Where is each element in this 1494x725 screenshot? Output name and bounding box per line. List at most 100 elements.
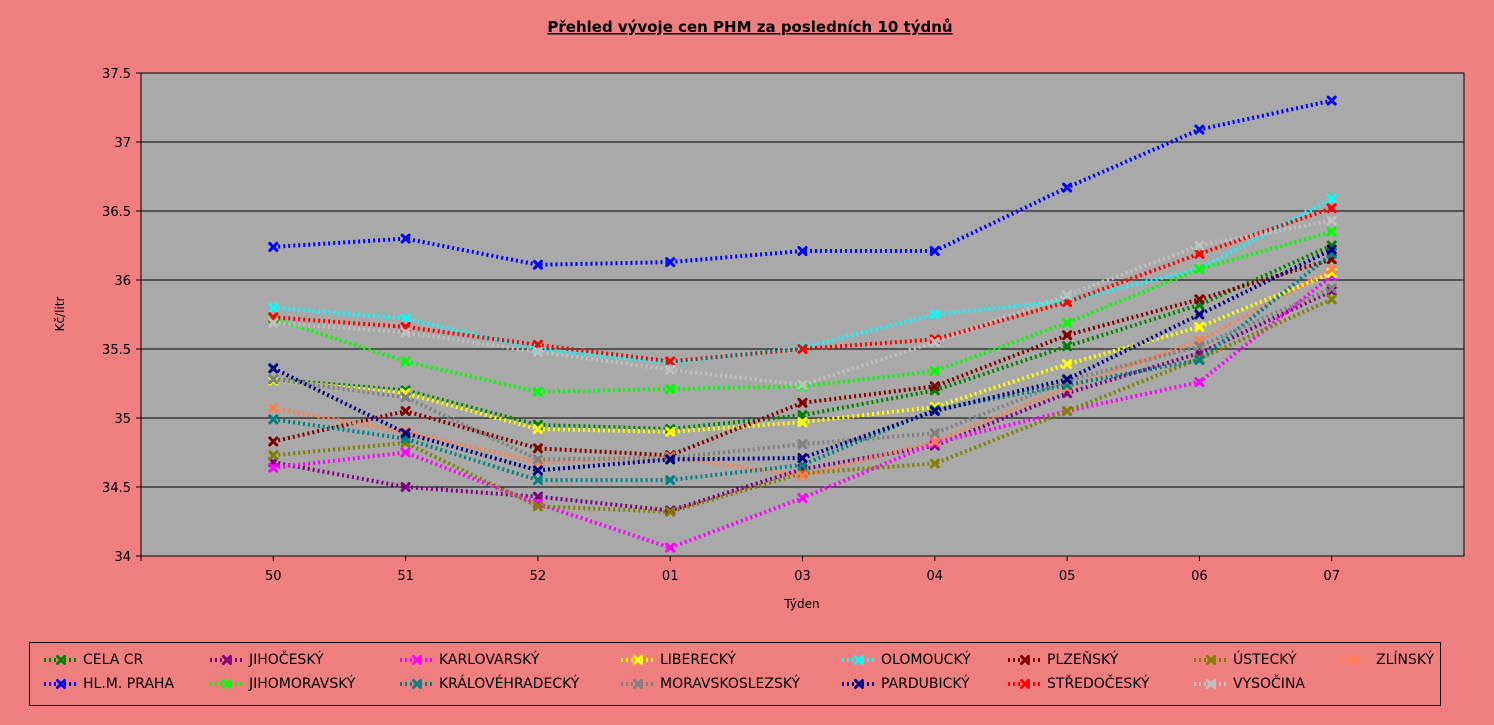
data-point bbox=[532, 465, 543, 476]
data-point bbox=[532, 475, 543, 486]
data-point bbox=[1062, 182, 1073, 193]
data-point bbox=[268, 403, 279, 414]
data-point bbox=[665, 454, 676, 465]
legend-label: ÚSTECKÝ bbox=[1233, 652, 1297, 668]
y-tick-label: 35 bbox=[114, 412, 131, 427]
data-point bbox=[532, 424, 543, 435]
y-tick-label: 34 bbox=[114, 550, 131, 565]
series-14 bbox=[268, 215, 1337, 390]
x-tick-label: 03 bbox=[794, 569, 811, 584]
data-point bbox=[1062, 374, 1073, 385]
data-point bbox=[1194, 263, 1205, 274]
x-tick-label: 51 bbox=[397, 569, 414, 584]
legend-marker bbox=[1206, 679, 1216, 689]
data-point bbox=[268, 374, 279, 385]
legend-label: MORAVSKOSLEZSKÝ bbox=[660, 676, 801, 692]
data-point bbox=[1326, 294, 1337, 305]
legend-marker bbox=[854, 655, 864, 665]
data-point bbox=[1326, 193, 1337, 204]
legend-item: PARDUBICKÝ bbox=[841, 674, 970, 694]
data-point bbox=[268, 363, 279, 374]
legend-marker bbox=[56, 679, 66, 689]
data-point bbox=[1326, 203, 1337, 214]
x-tick-label: 50 bbox=[265, 569, 282, 584]
data-point bbox=[797, 397, 808, 408]
data-point bbox=[1062, 290, 1073, 301]
data-point bbox=[1194, 294, 1205, 305]
data-point bbox=[665, 426, 676, 437]
data-point bbox=[1326, 263, 1337, 274]
data-point bbox=[1194, 240, 1205, 251]
data-point bbox=[797, 417, 808, 428]
legend-item: CELA CR bbox=[43, 650, 143, 670]
legend-swatch bbox=[400, 679, 434, 689]
data-point bbox=[929, 458, 940, 469]
legend-swatch bbox=[1194, 679, 1228, 689]
x-axis-label: Týden bbox=[783, 597, 819, 611]
legend-swatch bbox=[1008, 679, 1042, 689]
legend-item: MORAVSKOSLEZSKÝ bbox=[620, 674, 800, 694]
legend-marker bbox=[854, 679, 864, 689]
data-point bbox=[268, 302, 279, 313]
legend-swatch bbox=[1337, 655, 1371, 665]
legend-marker bbox=[633, 655, 643, 665]
y-tick-label: 36.5 bbox=[102, 205, 131, 220]
legend-swatch bbox=[1008, 655, 1042, 665]
x-tick-label: 01 bbox=[662, 569, 679, 584]
data-point bbox=[797, 459, 808, 470]
legend-item: LIBERECKÝ bbox=[620, 650, 736, 670]
y-axis-label: Kč/litr bbox=[53, 297, 67, 332]
legend-swatch bbox=[842, 655, 876, 665]
legend-swatch bbox=[210, 655, 244, 665]
grid-lines bbox=[141, 141, 1464, 488]
data-point bbox=[1326, 226, 1337, 237]
legend-item: ÚSTECKÝ bbox=[1193, 650, 1297, 670]
x-tick-label: 07 bbox=[1323, 569, 1340, 584]
data-point bbox=[532, 443, 543, 454]
data-point bbox=[797, 410, 808, 421]
data-point bbox=[400, 313, 411, 324]
legend-item: STŘEDOČESKÝ bbox=[1007, 674, 1150, 694]
y-tick-label: 35.5 bbox=[102, 343, 131, 358]
data-point bbox=[400, 428, 411, 439]
legend-swatch bbox=[842, 679, 876, 689]
data-point bbox=[1326, 215, 1337, 226]
legend-item: HL.M. PRAHA bbox=[43, 674, 174, 694]
legend-swatch bbox=[621, 679, 655, 689]
legend-swatch bbox=[210, 679, 244, 689]
data-point bbox=[532, 491, 543, 502]
x-tick-label: 52 bbox=[530, 569, 547, 584]
legend-swatch bbox=[621, 655, 655, 665]
data-point bbox=[268, 414, 279, 425]
data-point bbox=[797, 246, 808, 257]
data-point bbox=[1062, 317, 1073, 328]
data-point bbox=[929, 366, 940, 377]
chart-title: Přehled vývoje cen PHM za posledních 10 … bbox=[547, 18, 952, 36]
x-tick-label: 06 bbox=[1191, 569, 1208, 584]
data-point bbox=[797, 493, 808, 504]
data-point bbox=[1194, 377, 1205, 388]
data-point bbox=[929, 381, 940, 392]
data-point bbox=[400, 392, 411, 403]
data-point bbox=[532, 386, 543, 397]
legend-marker bbox=[56, 655, 66, 665]
data-point bbox=[665, 257, 676, 268]
legend-label: JIHOČESKÝ bbox=[249, 652, 324, 668]
data-point bbox=[400, 482, 411, 492]
series-line bbox=[273, 218, 1333, 387]
data-point bbox=[400, 447, 411, 458]
data-point bbox=[1194, 341, 1205, 352]
data-point bbox=[665, 542, 676, 553]
data-point bbox=[532, 339, 543, 350]
data-point bbox=[1326, 95, 1337, 106]
data-point bbox=[532, 346, 543, 357]
legend-item: KARLOVARSKÝ bbox=[399, 650, 539, 670]
data-point bbox=[797, 453, 808, 464]
data-point bbox=[1062, 359, 1073, 370]
data-point bbox=[929, 436, 940, 447]
legend-item: PLZEŇSKÝ bbox=[1007, 650, 1118, 670]
data-point bbox=[532, 501, 543, 512]
legend-label: PLZEŇSKÝ bbox=[1047, 652, 1119, 668]
series-line bbox=[273, 243, 1333, 432]
data-point bbox=[929, 337, 940, 348]
